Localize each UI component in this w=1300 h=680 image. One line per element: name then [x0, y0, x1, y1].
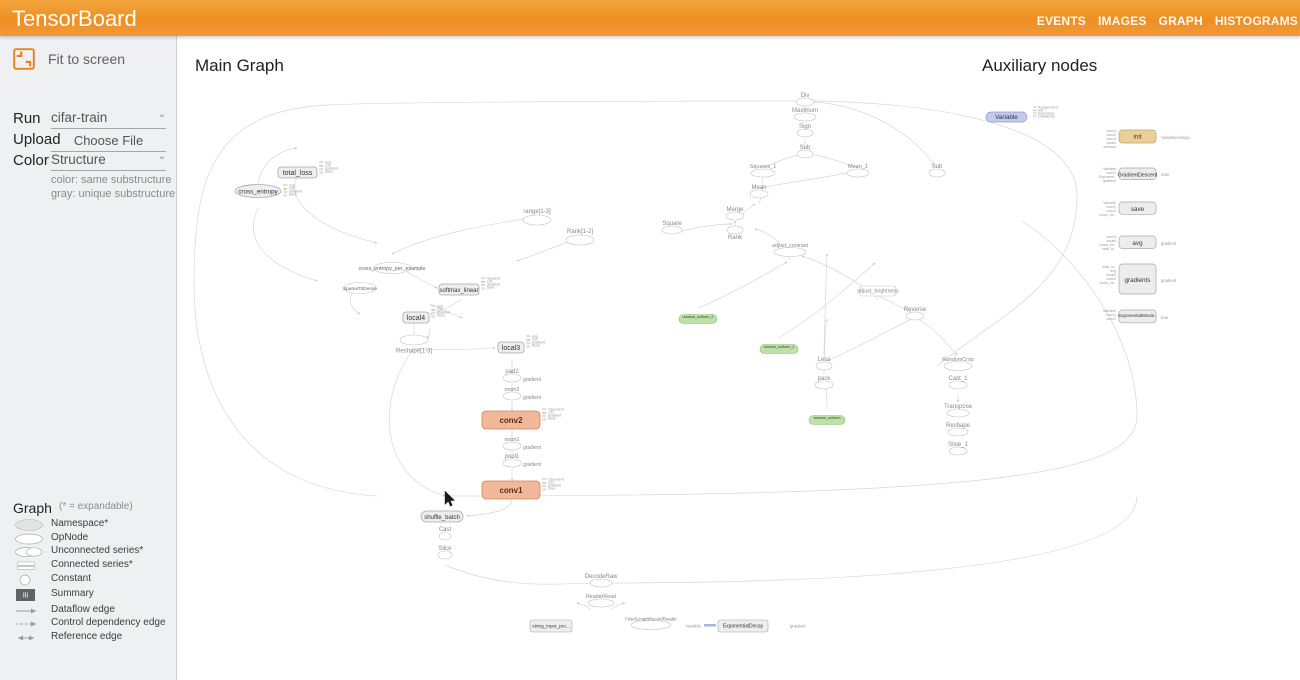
svg-text:total_lo..: total_lo..	[1102, 247, 1116, 251]
svg-text:true: true	[1161, 315, 1169, 320]
svg-text:Reverse: Reverse	[904, 307, 927, 313]
svg-text:save: save	[548, 487, 556, 491]
svg-text:gradient: gradient	[1161, 278, 1177, 283]
svg-text:SparseToDense: SparseToDense	[343, 286, 377, 292]
svg-text:Gradients.: Gradients.	[1038, 115, 1056, 119]
svg-text:total_loss: total_loss	[283, 170, 313, 177]
svg-text:string_input_pro...: string_input_pro...	[532, 624, 570, 629]
svg-text:save: save	[289, 193, 297, 197]
svg-text:cross_entropy: cross_entropy	[238, 188, 278, 195]
svg-text:cross_en..: cross_en..	[1099, 213, 1116, 217]
svg-text:norm2: norm2	[504, 387, 519, 393]
svg-text:cross_en..: cross_en..	[1099, 281, 1116, 285]
svg-text:Less: Less	[818, 357, 831, 363]
svg-text:shuffle_batch: shuffle_batch	[424, 515, 460, 521]
svg-text:adjust_contrast: adjust_contrast	[772, 243, 808, 249]
svg-text:save: save	[1131, 206, 1145, 213]
svg-text:init: init	[1133, 134, 1141, 141]
svg-text:Maximum: Maximum	[792, 108, 818, 114]
svg-text:random_uniform_2: random_uniform_2	[683, 315, 714, 319]
svg-text:Rank[1-2]: Rank[1-2]	[567, 229, 593, 235]
svg-text:norm1: norm1	[504, 437, 519, 443]
svg-text:save: save	[325, 170, 333, 174]
svg-text:gradient: gradient	[790, 624, 806, 629]
svg-text:gradient: gradient	[523, 462, 542, 468]
svg-text:pool1: pool1	[505, 454, 520, 460]
svg-text:Squares_1: Squares_1	[750, 164, 777, 170]
svg-text:gradients: gradients	[1125, 277, 1151, 284]
svg-text:Ili: Ili	[23, 590, 29, 599]
svg-text:save: save	[487, 286, 495, 290]
svg-text:Slice: Slice	[438, 546, 452, 552]
svg-text:more: more	[532, 344, 540, 348]
svg-text:conv1: conv1	[499, 486, 523, 495]
svg-text:Reshape: Reshape	[946, 423, 971, 429]
svg-text:Sub: Sub	[932, 164, 943, 170]
svg-text:random_uniform_1: random_uniform_1	[764, 345, 795, 349]
svg-text:Variable: Variable	[995, 114, 1018, 121]
svg-text:conv2: conv2	[499, 416, 523, 425]
svg-text:Variable/Assign: Variable/Assign	[1161, 135, 1190, 140]
svg-text:range[1-3]: range[1-3]	[523, 209, 551, 215]
svg-text:ExponentialDecay: ExponentialDecay	[723, 624, 764, 630]
svg-text:RandomCrop: RandomCrop	[942, 357, 974, 363]
svg-text:Slice_1: Slice_1	[948, 442, 968, 448]
svg-text:softmax: softmax	[1103, 145, 1116, 149]
svg-text:save: save	[548, 417, 556, 421]
svg-text:Merge: Merge	[726, 207, 744, 213]
svg-text:Sign: Sign	[799, 124, 811, 130]
svg-text:Rank: Rank	[728, 235, 743, 241]
svg-text:Variable: Variable	[686, 624, 702, 629]
svg-text:pack: pack	[818, 376, 832, 382]
svg-text:gradient: gradient	[523, 395, 542, 401]
svg-text:local4: local4	[407, 315, 425, 322]
svg-text:Cast: Cast	[439, 527, 452, 533]
svg-text:Sub: Sub	[800, 145, 811, 151]
svg-text:adjust_brightness: adjust_brightness	[857, 289, 899, 295]
svg-text:softmax_linear: softmax_linear	[439, 288, 478, 294]
svg-text:Square: Square	[662, 221, 682, 227]
svg-text:ReaderRead: ReaderRead	[586, 594, 616, 600]
svg-text:Transpose: Transpose	[944, 404, 973, 410]
svg-text:avg: avg	[1132, 240, 1143, 247]
svg-text:gradient: gradient	[523, 377, 542, 383]
svg-text:Reshape[1-3]: Reshape[1-3]	[396, 349, 432, 355]
svg-text:pad2: pad2	[505, 369, 519, 375]
svg-text:train: train	[1161, 172, 1170, 177]
svg-text:gradient: gradient	[1161, 241, 1177, 246]
svg-text:FixedLengthRecordReader: FixedLengthRecordReader	[625, 617, 677, 622]
svg-text:GradientDescent: GradientDescent	[1118, 172, 1158, 178]
svg-text:ExponentialMovin..: ExponentialMovin..	[1118, 313, 1157, 318]
svg-text:Div: Div	[801, 93, 810, 99]
svg-text:random_uniform: random_uniform	[814, 416, 841, 420]
svg-text:DecodeRaw: DecodeRaw	[585, 574, 618, 580]
svg-text:Mean_1: Mean_1	[848, 164, 868, 170]
svg-text:gradient: gradient	[523, 445, 542, 451]
svg-text:cross_entropy_per_example: cross_entropy_per_example	[359, 266, 426, 272]
svg-text:Cast_1: Cast_1	[948, 376, 968, 382]
svg-text:gradient: gradient	[1103, 179, 1116, 183]
svg-text:conv2: conv2	[1106, 317, 1116, 321]
svg-text:more: more	[437, 314, 445, 318]
svg-text:local3: local3	[502, 345, 520, 352]
svg-text:Mean: Mean	[751, 185, 766, 191]
